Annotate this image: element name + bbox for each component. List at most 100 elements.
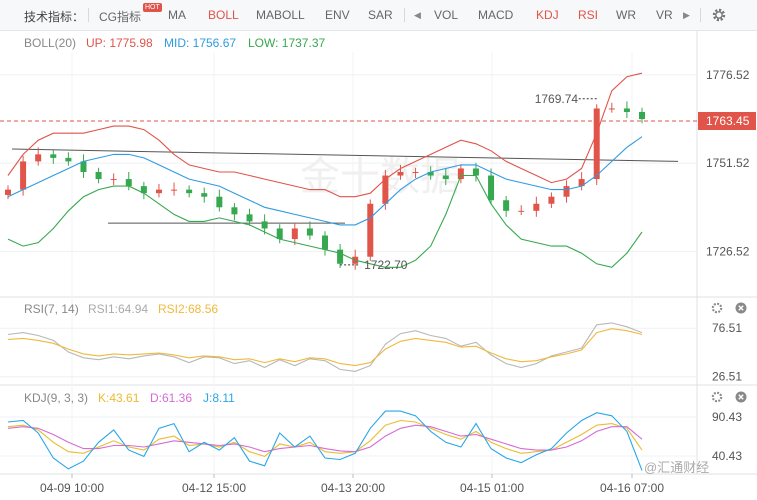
x-tick-label: 04-13 20:00 [321,481,385,495]
x-tick-label: 04-16 07:00 [600,481,664,495]
main-y-tick-label: 1776.52 [706,68,750,82]
rsi-close-icon[interactable] [735,302,747,314]
candle-body [5,189,11,195]
candle-body [246,214,253,222]
indicator-toolbar: 技术指标： CG指标 HOT MA BOLL MABOLL ENV SAR ◀ … [0,0,757,31]
kdj-y-tick-label: 40.43 [712,449,742,463]
candle-body [457,168,464,180]
candle-body [35,154,42,162]
boll-low-line [7,174,643,268]
candle-body [548,196,555,204]
main-y-tick-label: 1751.52 [706,156,750,170]
boll-up-line [7,72,643,198]
current-price-tag [698,112,756,130]
candle-body [110,179,117,181]
boll-mid-line [7,136,643,226]
candle-body [201,193,208,197]
candle-body [367,203,374,257]
candle-body [306,228,313,236]
candle-body [140,186,147,194]
rsi-legend-name: RSI(7, 14) [24,302,79,316]
kdj-legend-k: K:43.61 [98,391,140,405]
candle-body [397,172,404,176]
rsi2-line [7,328,643,367]
toolbar-title: 技术指标： [24,10,85,24]
main-y-tick-label: 1726.52 [706,244,750,258]
kdj-legend-j: J:8.11 [203,391,235,405]
rsi-legend-rsi1: RSI1:64.94 [88,302,149,316]
candle-body [472,168,479,176]
candle-body [276,228,283,240]
candle-body [503,200,510,211]
kdj-j-line [7,410,643,471]
candle-body [608,108,615,110]
candle-body [50,154,57,158]
rsi1-line [7,322,643,372]
candle-body [427,172,434,176]
candle-body [261,221,268,229]
boll-legend-mid: MID: 1756.67 [164,36,237,50]
candle-body [488,175,495,201]
toolbar-divider [88,8,89,22]
candle-body [186,189,193,194]
x-tick-label: 04-12 15:00 [182,481,246,495]
low-annotation-label: 1722.70 [364,258,408,272]
current-price-label: 1763.45 [706,114,750,128]
candle-body [623,108,630,112]
candle-body [412,172,419,173]
boll-legend-up: UP: 1775.98 [86,36,153,50]
kdj-legend-d: D:61.36 [150,391,193,405]
tab-boll[interactable]: BOLL [208,8,239,22]
candle-body [518,210,525,212]
candle-body [639,112,645,120]
x-tick-label: 04-09 10:00 [40,481,104,495]
candle-body [291,228,298,240]
toolbar-divider [404,8,405,22]
candle-body [155,189,162,194]
tab-rsi[interactable]: RSI [578,8,599,22]
prev-arrow-icon[interactable]: ◀ [414,10,421,20]
candle-body [382,175,389,204]
candle-body [563,186,570,197]
kdj-close-icon[interactable] [735,391,747,403]
kdj-k-line [7,419,643,458]
candle-body [171,189,178,191]
candle-body [125,179,132,187]
candle-body [231,207,238,215]
boll-legend-name: BOLL(20) [24,36,77,50]
tab-cg[interactable]: CG指标 [99,10,142,24]
trend-line [11,148,679,162]
gear-icon[interactable] [712,8,726,22]
candle-body [322,235,328,250]
tab-macd[interactable]: MACD [478,8,514,22]
high-annotation-label: 1769.74 [535,92,579,106]
rsi-settings-icon[interactable] [711,302,723,314]
candle-body [578,179,585,187]
candle-body [533,203,540,211]
kdj-d-line [7,424,643,453]
kdj-settings-icon[interactable] [711,391,723,403]
brand-watermark: @汇通财经 [644,460,710,475]
candle-body [337,249,344,264]
tab-vol[interactable]: VOL [434,8,459,22]
candle-body [216,196,223,208]
tab-env[interactable]: ENV [325,8,350,22]
next-arrow-icon[interactable]: ▶ [683,10,690,20]
toolbar-divider [700,8,701,22]
kdj-y-tick-label: 90.43 [712,410,742,424]
watermark-text: 金十数据 [300,155,460,199]
tab-maboll[interactable]: MABOLL [256,8,305,22]
kdj-legend-name: KDJ(9, 3, 3) [24,391,89,405]
tab-sar[interactable]: SAR [368,8,393,22]
rsi-y-tick-label: 26.51 [712,370,742,384]
candle-body [95,172,102,180]
tab-kdj[interactable]: KDJ [536,8,559,22]
candle-body [442,175,449,180]
tab-wr[interactable]: WR [616,8,636,22]
rsi-y-tick-label: 76.51 [712,321,742,335]
candle-body [65,157,72,162]
tab-ma[interactable]: MA [168,8,186,22]
tab-vr[interactable]: VR [656,8,673,22]
x-tick-label: 04-15 01:00 [460,481,524,495]
